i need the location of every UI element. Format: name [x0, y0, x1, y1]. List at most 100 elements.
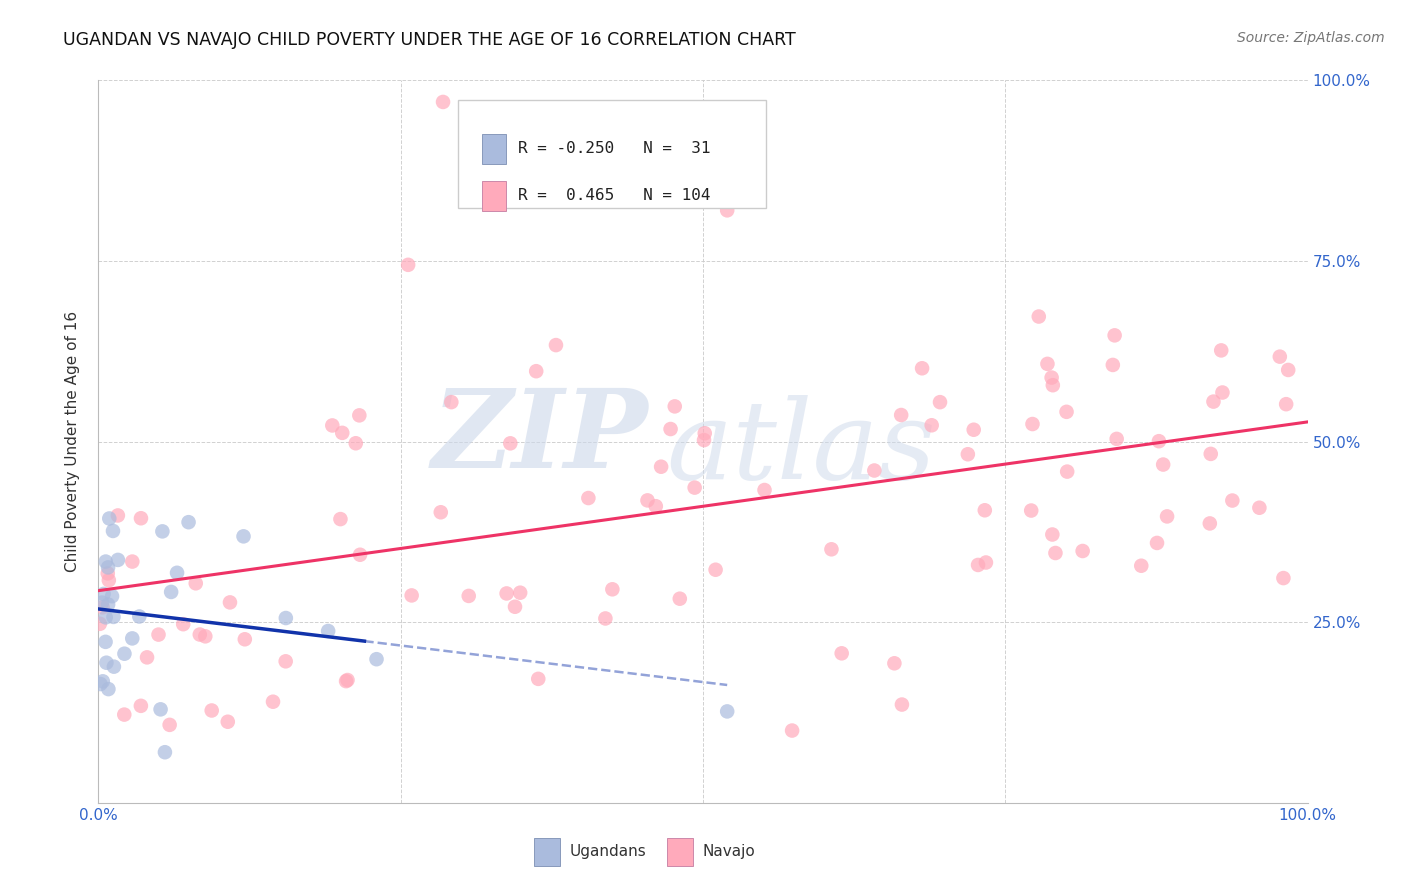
Point — [97, 573, 120, 587]
Point — [159, 718, 181, 732]
Point — [91, 674, 114, 689]
Point — [262, 695, 284, 709]
Point — [1202, 394, 1225, 409]
Point — [330, 425, 353, 440]
Point — [683, 481, 706, 495]
Point — [1042, 378, 1064, 392]
Point — [91, 600, 114, 615]
Point — [693, 433, 716, 447]
Point — [963, 423, 986, 437]
Point — [160, 585, 183, 599]
Point — [429, 505, 451, 519]
Point — [544, 338, 567, 352]
Point — [495, 586, 517, 600]
Point — [1045, 546, 1067, 560]
Point — [890, 698, 912, 712]
Point — [103, 610, 125, 624]
Point — [233, 632, 256, 647]
Point — [121, 632, 143, 646]
Point — [97, 598, 120, 612]
Point — [153, 745, 176, 759]
Point — [101, 589, 124, 603]
Point — [576, 491, 599, 505]
Point — [650, 459, 672, 474]
Point — [664, 400, 686, 414]
Point — [1130, 558, 1153, 573]
Point — [89, 677, 111, 691]
Point — [316, 624, 339, 638]
Point — [716, 705, 738, 719]
Point — [344, 436, 367, 450]
Point — [1272, 571, 1295, 585]
Text: ZIP: ZIP — [432, 384, 648, 491]
Point — [974, 556, 997, 570]
Point — [516, 102, 538, 116]
Point — [101, 524, 124, 538]
Point — [1211, 385, 1233, 400]
Point — [509, 585, 531, 599]
Point — [659, 422, 682, 436]
Text: UGANDAN VS NAVAJO CHILD POVERTY UNDER THE AGE OF 16 CORRELATION CHART: UGANDAN VS NAVAJO CHILD POVERTY UNDER TH… — [63, 31, 796, 49]
Point — [1104, 328, 1126, 343]
Point — [1249, 500, 1271, 515]
Bar — [666, 838, 693, 865]
Point — [128, 609, 150, 624]
Point — [97, 566, 120, 581]
Point — [114, 647, 136, 661]
Text: Ugandans: Ugandans — [569, 845, 647, 859]
Point — [1056, 405, 1078, 419]
Point — [97, 682, 120, 697]
Point — [93, 587, 115, 601]
Point — [1040, 370, 1063, 384]
Point — [129, 698, 152, 713]
Point — [693, 426, 716, 441]
Point — [194, 629, 217, 643]
Point — [329, 512, 352, 526]
Point — [440, 395, 463, 409]
Point — [94, 610, 117, 624]
Point — [349, 548, 371, 562]
Point — [1220, 493, 1243, 508]
Point — [219, 595, 242, 609]
Point — [1040, 527, 1063, 541]
Point — [1147, 434, 1170, 449]
Point — [432, 95, 454, 109]
Point — [1105, 432, 1128, 446]
Point — [107, 553, 129, 567]
Point — [503, 599, 526, 614]
Point — [890, 408, 912, 422]
Point — [967, 558, 990, 572]
Point — [112, 707, 135, 722]
Bar — [482, 134, 506, 164]
Point — [336, 673, 359, 687]
Point — [863, 463, 886, 477]
Point — [929, 395, 952, 409]
Point — [94, 635, 117, 649]
Point — [217, 714, 239, 729]
Point — [1021, 417, 1043, 431]
Point — [457, 589, 479, 603]
Point — [1071, 544, 1094, 558]
Point — [1275, 397, 1298, 411]
Point — [668, 591, 690, 606]
Point — [716, 203, 738, 218]
Point — [1101, 358, 1123, 372]
Point — [1211, 343, 1233, 358]
Bar — [534, 838, 561, 865]
Point — [184, 576, 207, 591]
Point — [89, 616, 111, 631]
Point — [780, 723, 803, 738]
Point — [883, 657, 905, 671]
Point — [644, 500, 666, 514]
Point — [1028, 310, 1050, 324]
Point — [754, 483, 776, 497]
Point — [1199, 447, 1222, 461]
Point — [602, 582, 624, 597]
Point — [177, 515, 200, 529]
Point — [1056, 465, 1078, 479]
Point — [911, 361, 934, 376]
Point — [98, 511, 121, 525]
Point — [188, 627, 211, 641]
Point — [1268, 350, 1291, 364]
Point — [152, 524, 174, 539]
